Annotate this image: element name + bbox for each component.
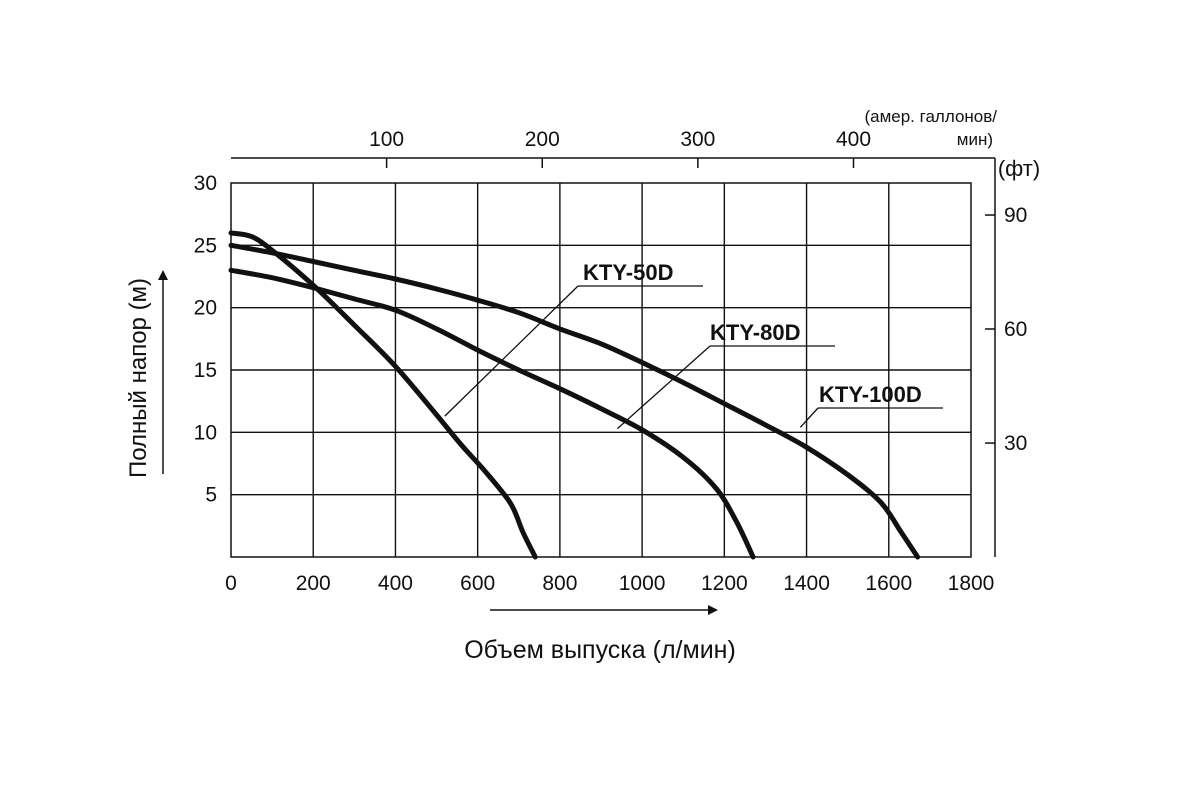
x-tick-labels: 0 200 400 600 800 1000 1200 1400 1600 1800 xyxy=(225,572,994,595)
secondary-x-tick-label: 300 xyxy=(680,128,715,151)
x-tick-label: 1600 xyxy=(865,572,912,595)
series-line-kty-50d xyxy=(228,230,538,560)
series-line-kty-80d xyxy=(228,267,756,560)
y-tick-label: 5 xyxy=(205,484,217,507)
secondary-y-tick-label: 30 xyxy=(1004,432,1027,455)
series-callouts: KTY-50D KTY-80D KTY-100D xyxy=(444,260,943,430)
series-label: KTY-100D xyxy=(819,382,922,407)
callout-leader xyxy=(444,285,579,417)
secondary-x-tick-label: 400 xyxy=(836,128,871,151)
x-tick-label: 1800 xyxy=(948,572,995,595)
secondary-y-axis: 90 60 30 (фт) xyxy=(985,156,1040,557)
secondary-y-unit: (фт) xyxy=(998,156,1040,181)
y-tick-label: 30 xyxy=(194,172,217,195)
callout-leader xyxy=(617,345,711,430)
secondary-x-tick-label: 100 xyxy=(369,128,404,151)
secondary-y-tick-label: 60 xyxy=(1004,318,1027,341)
x-tick-label: 600 xyxy=(460,572,495,595)
secondary-y-tick-label: 90 xyxy=(1004,204,1027,227)
x-tick-label: 1200 xyxy=(701,572,748,595)
y-tick-label: 15 xyxy=(194,359,217,382)
secondary-x-unit-line1: (амер. галлонов/ xyxy=(864,107,997,126)
y-tick-label: 10 xyxy=(194,421,217,444)
y-axis-label: Полный напор (м) xyxy=(125,278,152,478)
series-lines xyxy=(228,230,921,560)
secondary-x-tick-label: 200 xyxy=(525,128,560,151)
y-tick-label: 20 xyxy=(194,297,217,320)
y-tick-labels: 5 10 15 20 25 30 xyxy=(194,172,217,507)
x-tick-label: 200 xyxy=(296,572,331,595)
x-axis-label: Объем выпуска (л/мин) xyxy=(464,636,736,664)
series-label: KTY-80D xyxy=(710,320,800,345)
y-tick-label: 25 xyxy=(194,234,217,257)
callout-leader xyxy=(799,407,819,428)
x-tick-label: 1400 xyxy=(783,572,830,595)
secondary-x-unit-line2: мин) xyxy=(957,130,993,149)
x-tick-label: 400 xyxy=(378,572,413,595)
x-tick-label: 800 xyxy=(542,572,577,595)
x-tick-label: 1000 xyxy=(619,572,666,595)
x-tick-label: 0 xyxy=(225,572,237,595)
plot-frame xyxy=(230,182,972,558)
series-line-kty-100d xyxy=(228,242,921,560)
grid xyxy=(231,183,971,557)
series-label: KTY-50D xyxy=(583,260,673,285)
secondary-x-axis: 100 200 300 400 (амер. галлонов/ мин) xyxy=(231,107,997,168)
